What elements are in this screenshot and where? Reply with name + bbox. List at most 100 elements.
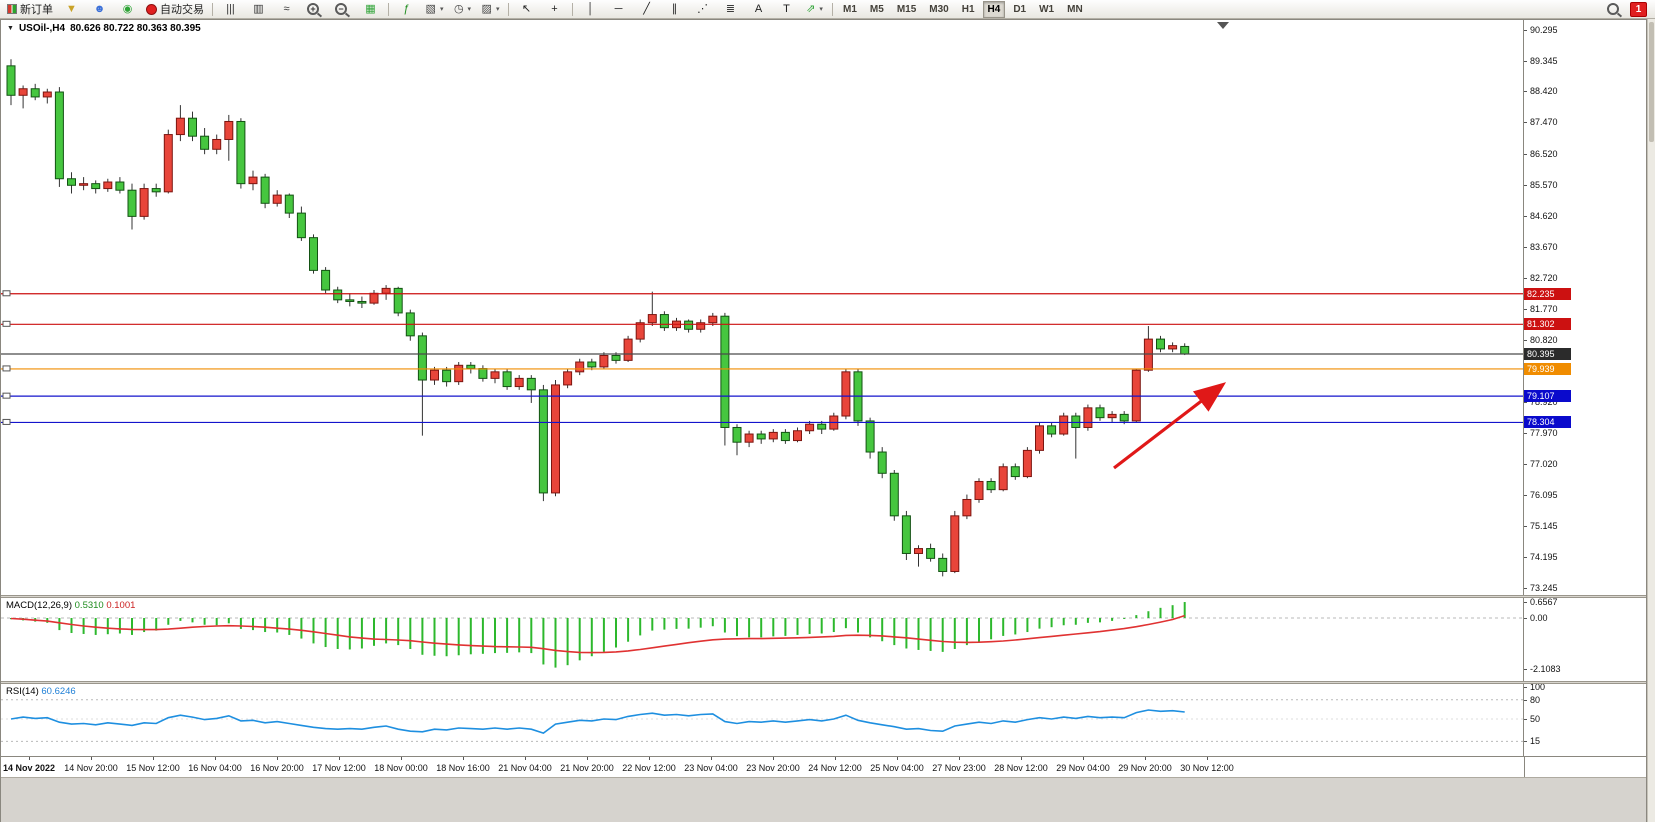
zoom-out-icon[interactable]: − bbox=[329, 0, 356, 19]
candle bbox=[817, 420, 827, 435]
macd-axis-tick bbox=[1524, 618, 1527, 619]
candle bbox=[998, 463, 1008, 492]
line-handle[interactable] bbox=[2, 392, 11, 399]
candle bbox=[321, 267, 331, 294]
notification-badge[interactable]: 1 bbox=[1630, 1, 1647, 17]
time-axis-label: 16 Nov 04:00 bbox=[188, 763, 242, 773]
shapes-icon[interactable]: ≣ bbox=[725, 2, 736, 15]
rsi-panel: RSI(14) 60.6246 100 80 50 15 bbox=[1, 682, 1646, 756]
time-axis-tick bbox=[1145, 757, 1146, 760]
price-axis[interactable]: 90.295 89.345 88.420 87.470 86.520 85.570 84.6… bbox=[1523, 20, 1646, 595]
templates-icon[interactable]: ▨ ▾ bbox=[481, 2, 500, 15]
candle bbox=[175, 105, 185, 142]
price-axis-label: 84.620 bbox=[1530, 210, 1558, 221]
rsi-axis[interactable]: 100 80 50 15 bbox=[1523, 682, 1646, 756]
candle bbox=[430, 366, 439, 385]
time-axis[interactable]: 14 Nov 2022 14 Nov 20:00 15 Nov 12:00 16 No… bbox=[1, 756, 1646, 777]
new-order-button[interactable]: 新订单 bbox=[3, 0, 57, 19]
candle bbox=[986, 478, 996, 493]
price-tag: 82.235 bbox=[1524, 287, 1571, 300]
trend-arrow-annotation[interactable] bbox=[1113, 382, 1227, 470]
trendline-icon[interactable]: ╱ bbox=[643, 2, 650, 15]
new-order-icon bbox=[7, 4, 17, 14]
candlestick-chart-icon[interactable]: ▥ bbox=[253, 2, 264, 15]
line-handle[interactable] bbox=[2, 320, 11, 327]
tf-button-M15[interactable]: M15 bbox=[896, 3, 917, 15]
tf-button-W1[interactable]: W1 bbox=[1039, 3, 1055, 15]
price-chart-canvas[interactable] bbox=[1, 20, 1524, 595]
text-icon[interactable]: A bbox=[754, 2, 763, 15]
macd-axis-label: 0.6567 bbox=[1530, 597, 1558, 608]
candle bbox=[79, 177, 89, 191]
panel-splitter[interactable] bbox=[1, 595, 1646, 598]
line-handle[interactable] bbox=[2, 418, 11, 425]
horizontal-line-icon[interactable]: ─ bbox=[614, 2, 623, 15]
periods-icon[interactable]: ◷ ▾ bbox=[453, 2, 472, 15]
tf-button-M5[interactable]: M5 bbox=[869, 3, 884, 15]
price-axis-label: 78.920 bbox=[1530, 397, 1558, 408]
candle bbox=[139, 183, 149, 220]
crosshair-icon[interactable]: + bbox=[551, 2, 558, 15]
time-axis-tick bbox=[649, 757, 650, 760]
price-axis-tick bbox=[1524, 556, 1527, 558]
window-bottom-area bbox=[1, 777, 1646, 822]
candle bbox=[974, 478, 984, 503]
search-icon[interactable] bbox=[1607, 3, 1619, 15]
indicators-icon[interactable]: ƒ bbox=[403, 2, 410, 15]
chart-shift-marker[interactable] bbox=[1217, 22, 1229, 29]
chart-title: ▼ USOil-,H4 80.626 80.722 80.363 80.395 bbox=[7, 23, 201, 34]
tf-button-D1[interactable]: D1 bbox=[1013, 3, 1027, 15]
time-axis-label: 14 Nov 2022 bbox=[2, 763, 56, 773]
autotrade-button[interactable]: 自动交易 bbox=[142, 0, 208, 19]
channel-icon[interactable]: ∥ bbox=[671, 2, 678, 15]
rsi-axis-label: 80 bbox=[1530, 694, 1541, 705]
candle bbox=[962, 494, 972, 520]
scrollbar-thumb[interactable] bbox=[1649, 22, 1654, 142]
accounts-icon[interactable]: ☻ bbox=[93, 2, 106, 15]
candle bbox=[1107, 411, 1117, 423]
candle bbox=[950, 510, 960, 574]
rsi-canvas[interactable] bbox=[1, 684, 1524, 756]
time-axis-label: 24 Nov 12:00 bbox=[808, 763, 862, 773]
tf-button-M30[interactable]: M30 bbox=[929, 3, 949, 15]
zoom-in-icon[interactable]: + bbox=[301, 0, 328, 19]
panel-splitter[interactable] bbox=[1, 681, 1646, 684]
macd-canvas[interactable] bbox=[1, 598, 1524, 681]
price-axis-label: 87.470 bbox=[1530, 117, 1558, 128]
tf-button-M1[interactable]: M1 bbox=[843, 3, 857, 15]
filter-icon[interactable]: ▼ bbox=[66, 2, 77, 15]
line-handle[interactable] bbox=[2, 290, 11, 297]
macd-axis[interactable]: 0.6567 0.00 -2.1083 bbox=[1523, 597, 1646, 681]
label-icon[interactable]: T bbox=[783, 2, 790, 15]
time-axis-label: 22 Nov 12:00 bbox=[622, 763, 676, 773]
time-axis-tick bbox=[1207, 757, 1208, 760]
fibonacci-icon[interactable]: ⋰ bbox=[697, 2, 708, 15]
bar-chart-icon[interactable]: ||| bbox=[226, 2, 235, 15]
timeframe-toolbar: M1 M5 M15 M30 H1 H4 D1 W1 MN bbox=[829, 0, 1089, 18]
candle bbox=[236, 118, 246, 189]
time-axis-label: 16 Nov 20:00 bbox=[250, 763, 304, 773]
candle bbox=[502, 368, 512, 390]
candle bbox=[369, 290, 379, 305]
candle bbox=[103, 178, 113, 192]
candle bbox=[454, 362, 464, 385]
tile-windows-icon[interactable]: ▦ bbox=[365, 2, 376, 15]
time-axis-label: 15 Nov 12:00 bbox=[126, 763, 180, 773]
new-chart-icon[interactable]: ▧ ▾ bbox=[425, 2, 444, 15]
line-chart-icon[interactable]: ≈ bbox=[283, 2, 290, 15]
rsi-axis-label: 50 bbox=[1530, 714, 1541, 724]
price-axis-label: 76.095 bbox=[1530, 489, 1558, 500]
vertical-line-icon[interactable]: │ bbox=[587, 2, 594, 15]
macd-histogram bbox=[10, 602, 1186, 668]
arrows-icon[interactable]: ⇗ ▾ bbox=[806, 2, 823, 15]
tf-button-H1[interactable]: H1 bbox=[961, 3, 975, 15]
line-handle[interactable] bbox=[2, 365, 11, 372]
candle bbox=[926, 543, 936, 562]
cursor-icon[interactable]: ↖ bbox=[521, 2, 532, 15]
macd-signal-line bbox=[10, 614, 1185, 654]
chat-icon[interactable]: ◉ bbox=[122, 2, 133, 15]
collapse-chart-icon[interactable]: ▼ bbox=[7, 25, 14, 32]
vertical-scrollbar[interactable] bbox=[1647, 19, 1655, 822]
tf-button-MN[interactable]: MN bbox=[1067, 3, 1083, 15]
tf-button-H4[interactable]: H4 bbox=[982, 0, 1006, 18]
